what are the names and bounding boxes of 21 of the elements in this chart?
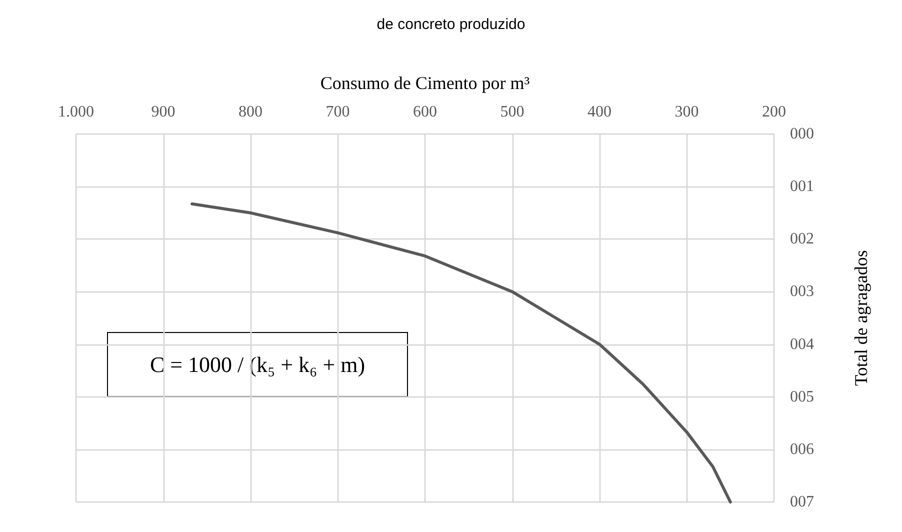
x-tick-label: 200	[762, 104, 786, 120]
x-tick-label: 900	[151, 104, 176, 120]
line-series	[190, 202, 732, 504]
x-axis-title: Consumo de Cimento por m³	[320, 73, 530, 93]
x-tick-label: 400	[588, 104, 612, 120]
y-tick-label: 007	[790, 494, 814, 510]
x-tick-label: 1.000	[58, 104, 94, 120]
x-tick-label: 300	[674, 104, 699, 120]
y-tick-label: 006	[790, 440, 814, 458]
x-tick-label: 500	[500, 104, 524, 120]
y-tick-label: 003	[790, 283, 814, 300]
x-tick-label: 700	[326, 104, 350, 120]
y-tick-label: 005	[790, 388, 814, 406]
y-tick-label: 002	[790, 230, 814, 248]
y-tick-label: 000	[790, 126, 814, 142]
y-axis-title: Total de agragados	[851, 250, 871, 386]
y-tick-label: 004	[790, 336, 814, 353]
y-tick-label: 001	[790, 178, 814, 196]
x-tick-label: 800	[238, 104, 262, 120]
chart-title: de concreto produzido	[376, 16, 526, 33]
x-tick-label: 600	[413, 104, 437, 120]
